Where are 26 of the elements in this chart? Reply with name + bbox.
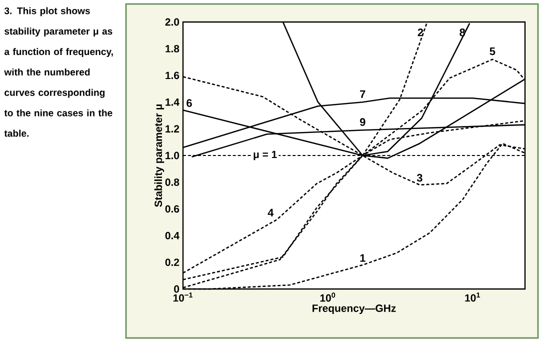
ref-line-label: μ = 1	[254, 150, 277, 160]
series-label: 1	[360, 254, 366, 262]
series-label: 4	[268, 208, 274, 216]
y-tick-label: 0.6	[165, 205, 180, 213]
y-tick-label: 0.8	[165, 178, 180, 186]
y-tick-label: 1.0	[166, 152, 180, 160]
y-tick-label: 0	[174, 285, 180, 293]
series-label: 5	[490, 48, 496, 56]
y-tick-label: 0.2	[165, 258, 180, 266]
y-tick-label: 2.0	[165, 18, 180, 26]
x-axis-title: Frequency—GHz	[312, 304, 396, 314]
series-label: 6	[186, 99, 192, 107]
y-tick-label: 1.2	[166, 125, 180, 132]
x-tick-label: 10$^{0}$	[320, 292, 336, 302]
series-label: 9	[360, 118, 366, 126]
series-label: 3	[416, 174, 422, 182]
y-axis-title: Stability parameter μ	[154, 104, 164, 207]
y-tick-label: 1.8	[166, 45, 180, 52]
y-tick-label: 1.6	[166, 72, 180, 80]
y-tick-label: 0.4	[165, 232, 180, 240]
series-label: 2	[418, 28, 424, 36]
x-tick-label: 10$^{−1}$	[173, 292, 193, 302]
series-label: 7	[360, 90, 366, 98]
x-tick-label: 10$^{1}$	[465, 292, 480, 302]
text: 3. This plot shows stability parameter μ as a function of frequency, with the numbered curves corresponding to the nine cases in the table.	[4, 7, 113, 137]
y-tick-label: 1.4	[166, 98, 180, 106]
